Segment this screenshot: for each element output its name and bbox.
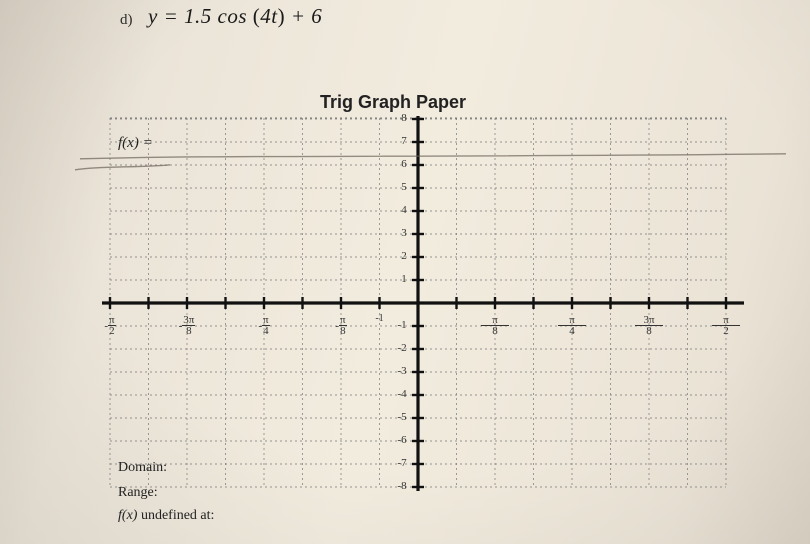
y-tick-label: -7 bbox=[392, 457, 412, 469]
y-tick-label: -6 bbox=[392, 434, 412, 446]
y-tick-label: 3 bbox=[394, 227, 414, 239]
x-tick-minor: -1 bbox=[370, 313, 390, 324]
domain-label: Domain: bbox=[118, 460, 167, 476]
y-tick-label: -4 bbox=[392, 388, 412, 400]
x-tick-label: -π4 bbox=[250, 315, 278, 337]
y-tick-label: -3 bbox=[392, 365, 412, 377]
y-tick-label: 5 bbox=[394, 181, 414, 193]
y-tick-label: 8 bbox=[394, 112, 414, 124]
range-label: Range: bbox=[118, 485, 158, 501]
x-tick-label: 3π8 bbox=[635, 315, 663, 337]
y-tick-label: 6 bbox=[394, 158, 414, 170]
x-tick-label: -3π8 bbox=[173, 315, 201, 337]
x-tick-label: π8 bbox=[481, 315, 509, 337]
undefined-label: f(x) undefined at: bbox=[118, 508, 214, 524]
y-tick-label: 1 bbox=[394, 273, 414, 285]
y-tick-label: -5 bbox=[392, 411, 412, 423]
y-tick-label: 2 bbox=[394, 250, 414, 262]
x-tick-label: -π8 bbox=[327, 315, 355, 337]
y-tick-label: 7 bbox=[394, 135, 414, 147]
x-tick-label: π4 bbox=[558, 315, 586, 337]
y-tick-label: -1 bbox=[392, 319, 412, 331]
y-tick-label: 4 bbox=[394, 204, 414, 216]
x-tick-label: π2 bbox=[712, 315, 740, 337]
y-tick-label: -2 bbox=[392, 342, 412, 354]
x-tick-label: -π2 bbox=[96, 315, 124, 337]
y-tick-label: -8 bbox=[392, 480, 412, 492]
